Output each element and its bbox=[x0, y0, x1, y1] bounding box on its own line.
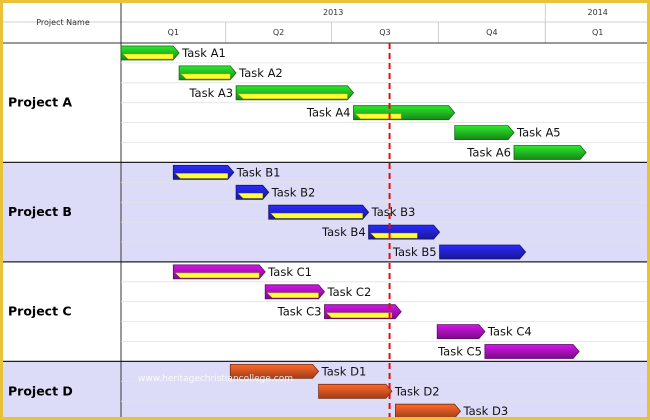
task-progress bbox=[355, 113, 402, 119]
project-label: Project B bbox=[8, 204, 72, 219]
task-progress bbox=[237, 193, 263, 199]
task-label: Task B1 bbox=[236, 165, 281, 179]
task-progress bbox=[174, 173, 229, 179]
task-progress bbox=[266, 292, 319, 298]
task-label: Task B3 bbox=[371, 205, 416, 219]
timeline-header: Project Name 2013 2014 Q1 Q2 Q3 Q4 Q1 bbox=[36, 8, 608, 37]
gantt-chart: Project Name 2013 2014 Q1 Q2 Q3 Q4 Q1 Project … bbox=[3, 3, 647, 418]
task-bars bbox=[120, 45, 587, 417]
task-labels: Task A1 Task A2 Task A3 Task A4 Task A5 Task … bbox=[181, 46, 561, 418]
task-label: Task B5 bbox=[392, 245, 437, 259]
quarter-label: Q3 bbox=[379, 28, 390, 37]
quarter-label: Q1 bbox=[168, 28, 179, 37]
task-label: Task A4 bbox=[306, 106, 351, 120]
quarter-label: Q4 bbox=[486, 28, 497, 37]
task-label: Task C4 bbox=[487, 325, 532, 339]
task-bar bbox=[436, 324, 486, 340]
task-label: Task A6 bbox=[466, 146, 511, 160]
task-label: Task B2 bbox=[271, 185, 316, 199]
task-bar bbox=[484, 344, 580, 359]
quarter-label: Q1 bbox=[592, 28, 603, 37]
quarter-label: Q2 bbox=[273, 28, 284, 37]
task-label: Task C1 bbox=[267, 265, 312, 279]
task-bar bbox=[394, 403, 462, 417]
task-progress bbox=[370, 232, 418, 239]
task-bar bbox=[454, 125, 515, 141]
task-label: Task D1 bbox=[321, 364, 367, 378]
watermark-text: www.heritagechristiancollege.com bbox=[138, 374, 293, 384]
task-label: Task D3 bbox=[462, 404, 508, 418]
grid-lines bbox=[3, 3, 647, 417]
task-label: Task A5 bbox=[516, 126, 561, 140]
year-label: 2013 bbox=[323, 8, 343, 17]
task-progress bbox=[326, 312, 392, 318]
task-label: Task A3 bbox=[188, 86, 233, 100]
project-labels: Project A Project B Project C Project D bbox=[8, 95, 73, 399]
project-label: Project A bbox=[8, 95, 72, 110]
task-progress bbox=[174, 272, 260, 279]
task-label: Task A1 bbox=[181, 46, 226, 60]
task-label: Task D2 bbox=[394, 384, 440, 398]
task-label: Task A2 bbox=[238, 66, 283, 80]
task-label: Task C5 bbox=[437, 345, 482, 359]
task-bar bbox=[439, 244, 527, 260]
task-progress bbox=[122, 53, 174, 60]
task-bar bbox=[513, 145, 587, 160]
task-bar bbox=[229, 363, 320, 379]
project-label: Project C bbox=[8, 304, 72, 319]
task-label: Task C2 bbox=[326, 285, 371, 299]
task-progress bbox=[237, 93, 348, 100]
task-progress bbox=[180, 73, 231, 80]
task-label: Task B4 bbox=[321, 225, 366, 239]
task-progress bbox=[270, 212, 363, 219]
column-title: Project Name bbox=[36, 18, 90, 27]
project-label: Project D bbox=[8, 383, 73, 398]
task-bar bbox=[318, 383, 393, 399]
year-label: 2014 bbox=[588, 8, 608, 17]
task-label: Task C3 bbox=[277, 305, 322, 319]
